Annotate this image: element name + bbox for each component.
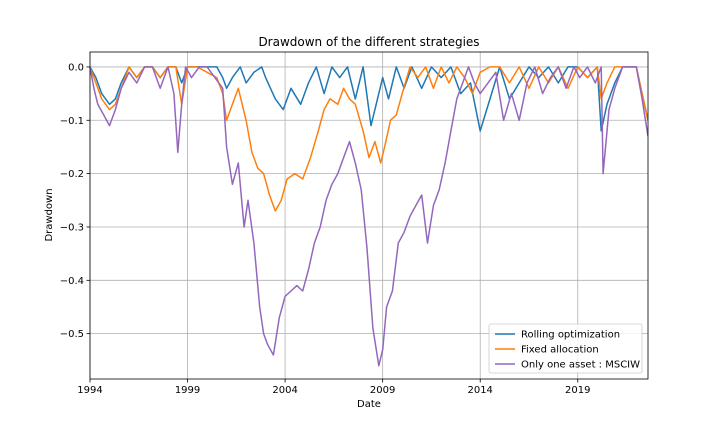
legend: Rolling optimization Fixed allocation Only… [488,323,643,374]
plot-area-frame [89,51,649,380]
y-tick-label: −0.5 [60,329,84,340]
x-axis-ticks: 1994 1999 2004 2009 2014 2019 [77,379,590,396]
y-tick-label: −0.4 [60,276,84,287]
x-tick-label: 2019 [565,385,590,396]
x-tick-label: 1999 [175,385,200,396]
x-tick-label: 2009 [370,385,395,396]
y-tick-label: −0.2 [60,169,84,180]
chart-title: Drawdown of the different strategies [258,35,479,49]
series-line-2 [90,66,648,212]
series-layer [90,66,648,367]
x-tick-label: 2014 [467,385,492,396]
legend-label-2: Fixed allocation [521,345,599,356]
y-axis-label: Drawdown [44,188,55,241]
legend-label-3: Only one asset : MSCIW [521,360,640,371]
x-tick-label: 1994 [77,385,102,396]
legend-label-1: Rolling optimization [521,330,620,341]
y-tick-label: 0.0 [68,62,84,73]
x-axis-label: Date [357,399,381,410]
legend-box [488,323,643,374]
y-tick-label: −0.3 [60,222,84,233]
y-axis-ticks: 0.0 −0.1 −0.2 −0.3 −0.4 −0.5 [60,62,90,340]
y-tick-label: −0.1 [60,116,84,127]
series-line-3 [90,66,648,367]
x-tick-label: 2004 [272,385,297,396]
